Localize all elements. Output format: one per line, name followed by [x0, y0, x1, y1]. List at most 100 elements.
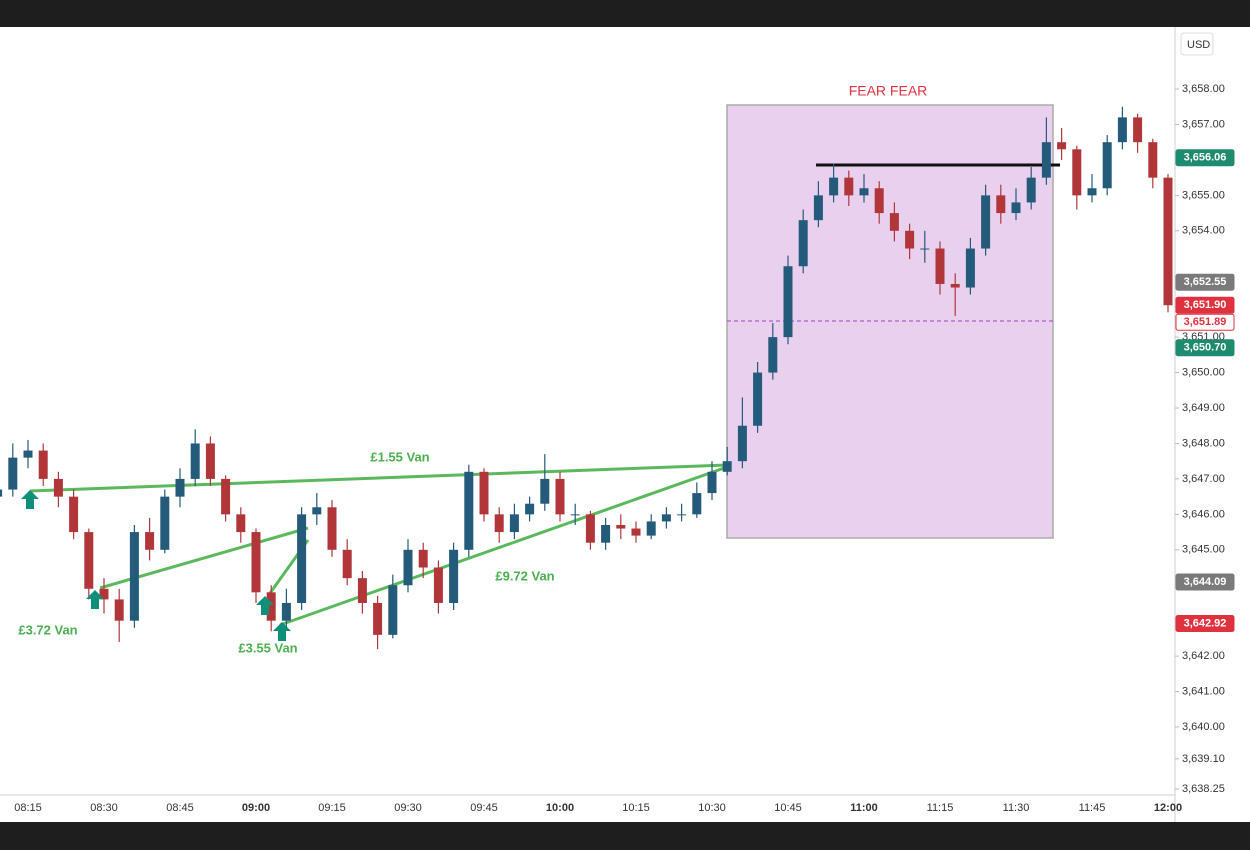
candle-body: [965, 248, 975, 288]
price-badge-label: 3,651.89: [1184, 316, 1227, 328]
y-tick-label: 3,638.25: [1182, 783, 1225, 795]
y-tick-label: 3,640.00: [1182, 721, 1225, 733]
top-bar: [0, 0, 1250, 27]
candle-body: [464, 471, 474, 550]
currency-button[interactable]: [1180, 32, 1214, 56]
y-tick-label: 3,657.00: [1182, 118, 1225, 130]
x-tick-label: 10:00: [546, 802, 574, 814]
y-tick-label: 3,647.00: [1182, 473, 1225, 485]
y-tick-label: 3,658.00: [1182, 83, 1225, 95]
candle-body: [221, 478, 231, 515]
candle-body: [981, 195, 991, 249]
candle-body: [1072, 149, 1082, 196]
candle-body: [798, 220, 808, 267]
price-badge: [1175, 339, 1235, 357]
candle-body: [236, 514, 246, 533]
y-tick-label: 3,642.00: [1182, 650, 1225, 662]
candle-body: [1102, 142, 1112, 189]
candle-body: [388, 585, 398, 635]
buy-arrow: [21, 490, 39, 509]
candle-body: [403, 549, 413, 586]
price-badge: [1175, 296, 1235, 314]
trade-label: £1.55 Van: [370, 449, 429, 464]
x-tick-label: 11:45: [1079, 802, 1106, 814]
candle-body: [99, 588, 109, 600]
candle-body: [1148, 142, 1158, 178]
candle-body: [1026, 177, 1036, 203]
price-badge: [1175, 313, 1235, 331]
price-badge: [1175, 615, 1235, 633]
candle-body: [661, 514, 671, 522]
candle-body: [84, 532, 94, 589]
x-tick-label: 10:15: [622, 802, 650, 814]
candle-body: [145, 532, 155, 550]
candle-body: [1117, 117, 1127, 143]
candle-body: [1041, 142, 1051, 178]
candle-body: [205, 443, 215, 479]
candle-body: [509, 514, 519, 533]
candle-body: [950, 283, 960, 288]
trend-line: [279, 465, 728, 627]
zone-label: FEAR FEAR: [849, 83, 928, 99]
y-tick-label: 3,641.00: [1182, 685, 1225, 697]
candle-body: [327, 507, 337, 550]
trade-label: £9.72 Van: [495, 568, 554, 583]
y-tick-label: 3,655.00: [1182, 189, 1225, 201]
candle-body: [69, 496, 79, 533]
bottom-bar: [0, 822, 1250, 850]
candle-body: [920, 248, 930, 250]
candle-body: [53, 478, 63, 497]
x-tick-label: 10:45: [774, 802, 802, 814]
candle-body: [585, 514, 595, 543]
y-tick-label: 3,639.10: [1182, 753, 1225, 765]
candle-body: [1057, 142, 1067, 150]
x-tick-label: 11:30: [1003, 802, 1030, 814]
candle-body: [783, 266, 793, 338]
x-tick-label: 09:00: [242, 802, 270, 814]
candle-body: [479, 471, 489, 515]
candle-body: [859, 188, 869, 196]
price-badge-label: 3,644.09: [1184, 576, 1227, 588]
buy-arrow: [273, 622, 291, 641]
y-tick-label: 3,645.00: [1182, 544, 1225, 556]
candle-body: [373, 602, 383, 635]
trade-label: £3.55 Van: [238, 640, 297, 655]
x-tick-label: 10:30: [698, 802, 726, 814]
x-tick-label: 09:30: [394, 802, 422, 814]
candle-body: [737, 425, 747, 462]
price-badge-label: 3,642.92: [1184, 617, 1227, 629]
candle-body: [433, 567, 443, 603]
x-tick-label: 11:15: [927, 802, 954, 814]
candle-body: [677, 514, 687, 516]
candle-body: [1087, 188, 1097, 196]
candle-body: [494, 514, 504, 533]
candle-body: [753, 372, 763, 426]
candle-body: [889, 213, 899, 231]
candle-body: [905, 230, 915, 249]
price-badge: [1175, 573, 1235, 591]
candle-body: [251, 532, 261, 593]
y-tick-label: 3,654.00: [1182, 225, 1225, 237]
candle-body: [601, 524, 611, 543]
candle-body: [722, 461, 732, 472]
candle-body: [357, 578, 367, 603]
candle-body: [297, 514, 307, 603]
x-tick-label: 08:15: [14, 802, 42, 814]
price-badge-label: 3,656.06: [1184, 152, 1227, 164]
candle-body: [631, 528, 641, 536]
candle-body: [555, 478, 565, 515]
candle-body: [1133, 117, 1143, 143]
y-tick-label: 3,648.00: [1182, 437, 1225, 449]
candle-body: [996, 195, 1006, 214]
candle-body: [935, 248, 945, 284]
x-tick-label: 08:45: [166, 802, 194, 814]
candle-body: [707, 471, 717, 494]
trade-label: £3.72 Van: [18, 622, 77, 637]
candle-body: [175, 478, 185, 497]
plot: [0, 104, 1173, 650]
candle-body: [844, 177, 854, 196]
buy-arrow: [86, 590, 104, 609]
candle-body: [129, 532, 139, 621]
